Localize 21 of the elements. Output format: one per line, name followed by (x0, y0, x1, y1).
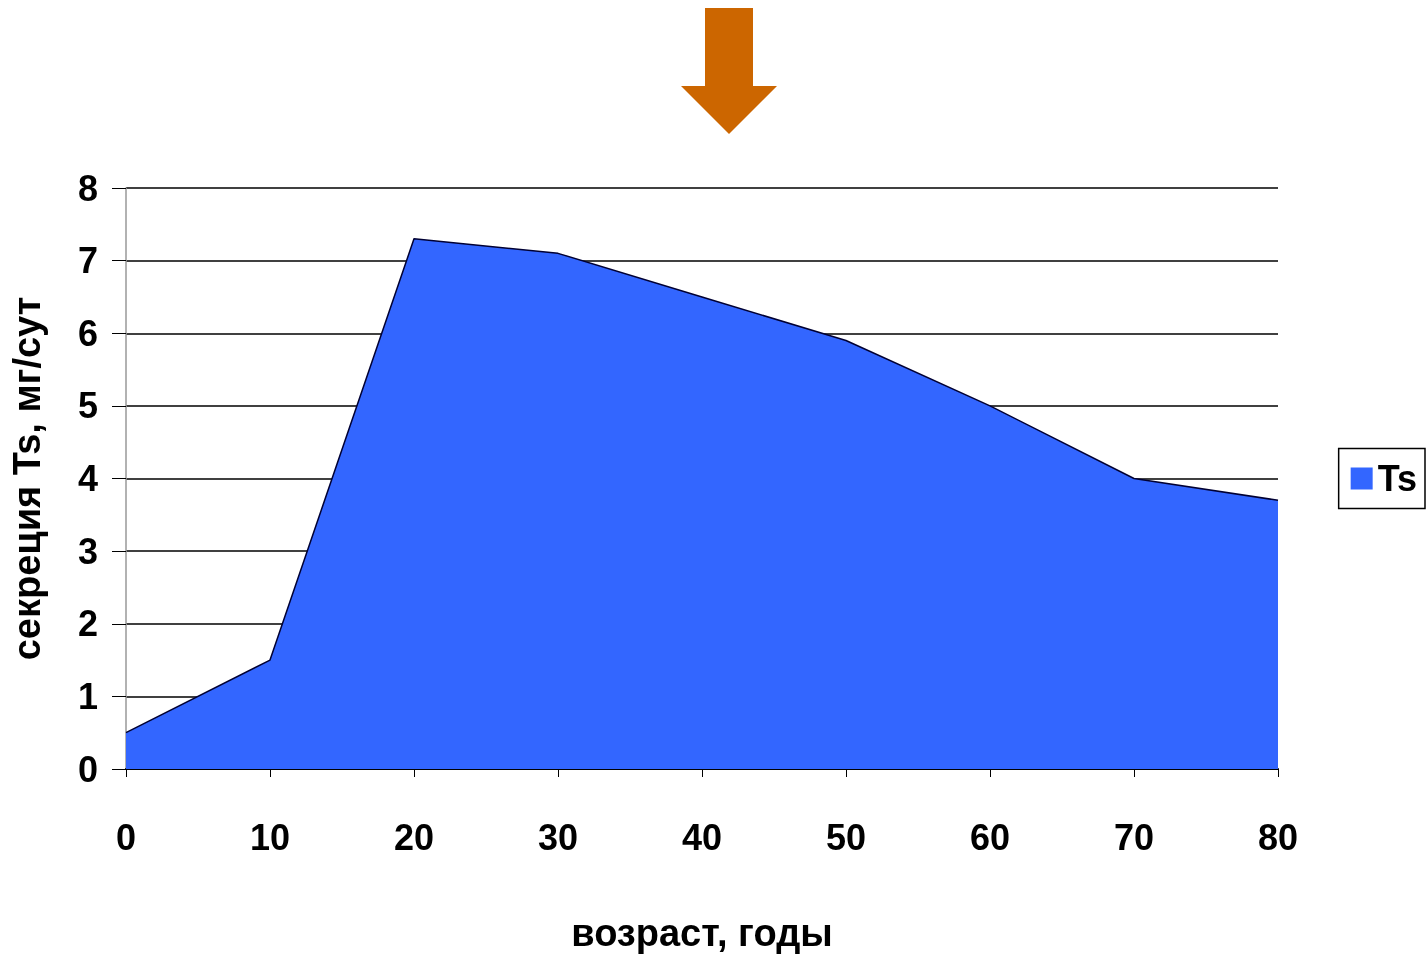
y-tick-label: 6 (77, 312, 98, 354)
y-tick-label: 4 (77, 458, 98, 499)
y-tick-label: 5 (77, 385, 98, 427)
y-axis-title: секреция Ts, мг/сут (6, 296, 48, 661)
y-tick-label: 3 (77, 530, 98, 572)
x-tick-label: 20 (393, 816, 435, 858)
x-tick-label: 0 (115, 816, 137, 858)
x-tick-label: 30 (537, 816, 579, 858)
x-tick-label: 70 (1113, 816, 1155, 858)
x-tick-label: 60 (969, 816, 1011, 858)
y-tick-label: 7 (77, 240, 98, 282)
y-tick-label: 2 (77, 603, 98, 645)
x-tick-label: 40 (681, 816, 723, 858)
legend-label: Ts (1377, 458, 1417, 499)
x-tick-label: 10 (249, 816, 291, 858)
y-tick-label: 8 (77, 167, 98, 209)
x-tick-label: 50 (825, 816, 867, 858)
y-tick-label: 1 (77, 675, 98, 717)
y-tick-label: 0 (77, 748, 98, 790)
x-tick-label: 80 (1257, 816, 1299, 858)
x-axis-title: возраст, годы (571, 912, 833, 954)
